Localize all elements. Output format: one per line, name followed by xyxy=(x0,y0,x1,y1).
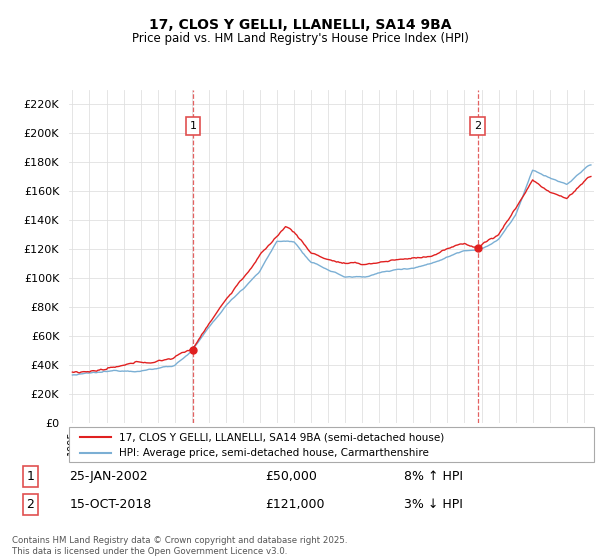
FancyBboxPatch shape xyxy=(69,427,594,462)
Text: 8% ↑ HPI: 8% ↑ HPI xyxy=(404,470,463,483)
Text: 1: 1 xyxy=(190,121,196,131)
Text: 17, CLOS Y GELLI, LLANELLI, SA14 9BA: 17, CLOS Y GELLI, LLANELLI, SA14 9BA xyxy=(149,18,451,32)
Text: £50,000: £50,000 xyxy=(265,470,317,483)
Text: 3% ↓ HPI: 3% ↓ HPI xyxy=(404,498,463,511)
Text: Price paid vs. HM Land Registry's House Price Index (HPI): Price paid vs. HM Land Registry's House … xyxy=(131,32,469,45)
Text: Contains HM Land Registry data © Crown copyright and database right 2025.
This d: Contains HM Land Registry data © Crown c… xyxy=(12,536,347,556)
Text: 2: 2 xyxy=(26,498,34,511)
Text: HPI: Average price, semi-detached house, Carmarthenshire: HPI: Average price, semi-detached house,… xyxy=(119,449,429,458)
Text: 17, CLOS Y GELLI, LLANELLI, SA14 9BA (semi-detached house): 17, CLOS Y GELLI, LLANELLI, SA14 9BA (se… xyxy=(119,432,444,442)
Text: £121,000: £121,000 xyxy=(265,498,325,511)
Text: 2: 2 xyxy=(475,121,481,131)
Text: 1: 1 xyxy=(26,470,34,483)
Text: 15-OCT-2018: 15-OCT-2018 xyxy=(70,498,152,511)
Text: 25-JAN-2002: 25-JAN-2002 xyxy=(70,470,148,483)
